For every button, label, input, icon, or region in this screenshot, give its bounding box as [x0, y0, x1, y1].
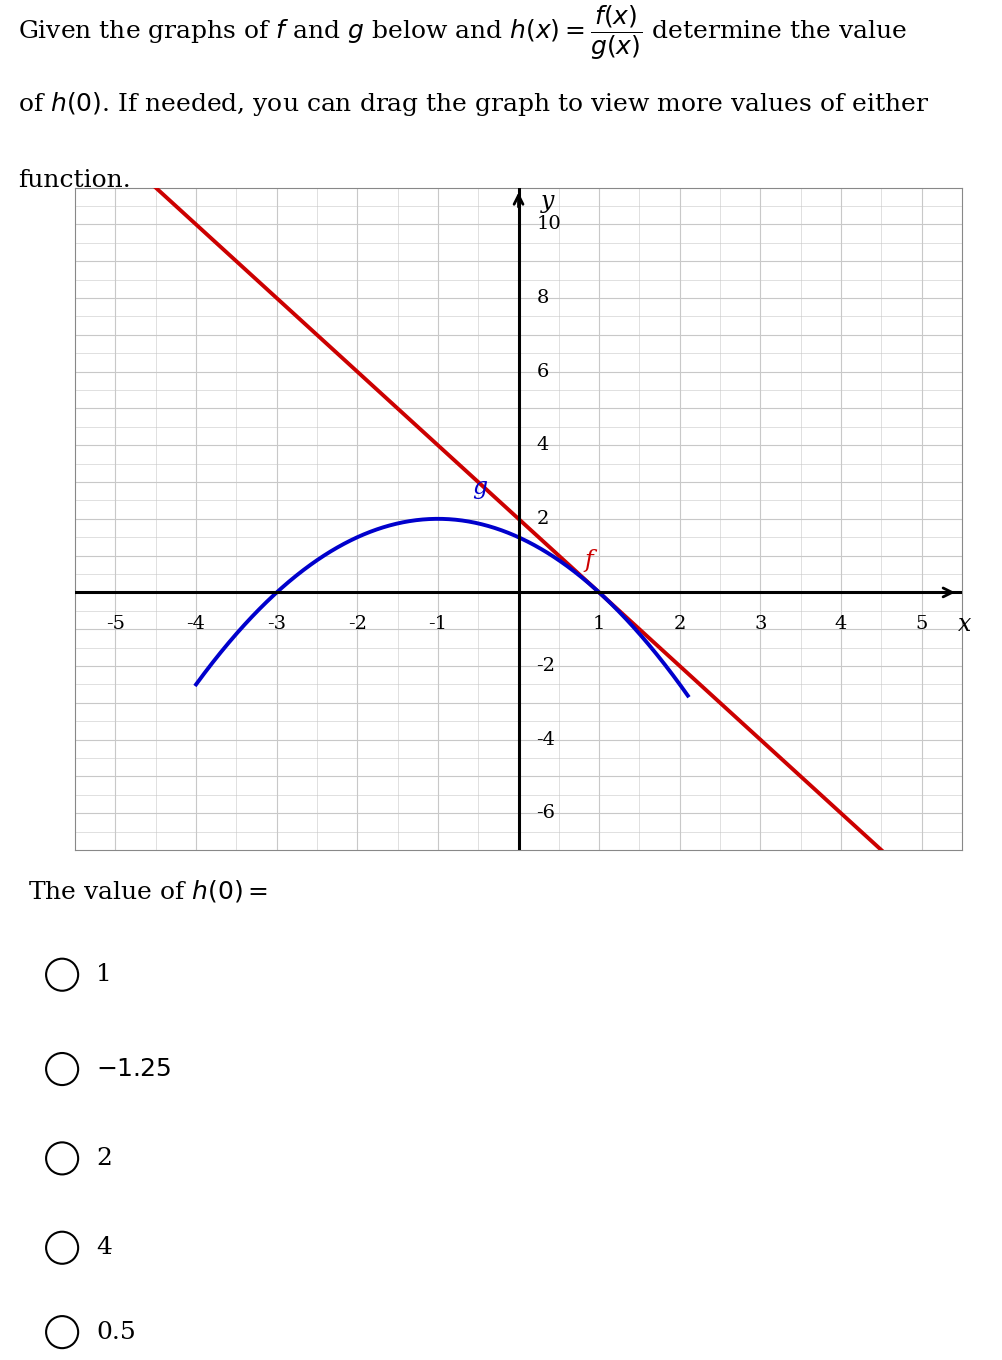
Text: 1: 1	[96, 963, 112, 986]
Text: -1: -1	[429, 615, 448, 632]
Text: y: y	[541, 189, 554, 212]
Text: 4: 4	[96, 1236, 112, 1259]
Text: $-1.25$: $-1.25$	[96, 1058, 171, 1081]
Text: 3: 3	[755, 615, 767, 632]
Text: -2: -2	[348, 615, 367, 632]
Text: 2: 2	[673, 615, 686, 632]
Text: 2: 2	[96, 1146, 112, 1170]
Text: -6: -6	[536, 804, 555, 823]
Text: 5: 5	[916, 615, 928, 632]
Text: -5: -5	[106, 615, 125, 632]
Text: -4: -4	[536, 730, 555, 748]
Text: f: f	[584, 549, 593, 573]
Text: 4: 4	[536, 437, 549, 454]
Text: The value of $h(0) =$: The value of $h(0) =$	[28, 879, 269, 904]
Text: 10: 10	[536, 215, 561, 234]
Text: g: g	[472, 476, 487, 499]
Text: 1: 1	[593, 615, 605, 632]
Text: Given the graphs of $f$ and $g$ below and $h(x) = \dfrac{f(x)}{g(x)}$ determine : Given the graphs of $f$ and $g$ below an…	[18, 4, 907, 63]
Text: 0.5: 0.5	[96, 1321, 136, 1344]
Text: 6: 6	[536, 363, 549, 381]
Text: of $h(0)$. If needed, you can drag the graph to view more values of either: of $h(0)$. If needed, you can drag the g…	[18, 90, 929, 118]
Text: 2: 2	[536, 510, 549, 528]
Text: -3: -3	[268, 615, 287, 632]
Text: -2: -2	[536, 657, 555, 675]
Text: function.: function.	[18, 169, 131, 192]
Text: x: x	[958, 612, 971, 635]
Text: 4: 4	[835, 615, 847, 632]
Text: -4: -4	[186, 615, 205, 632]
Text: 8: 8	[536, 290, 549, 307]
